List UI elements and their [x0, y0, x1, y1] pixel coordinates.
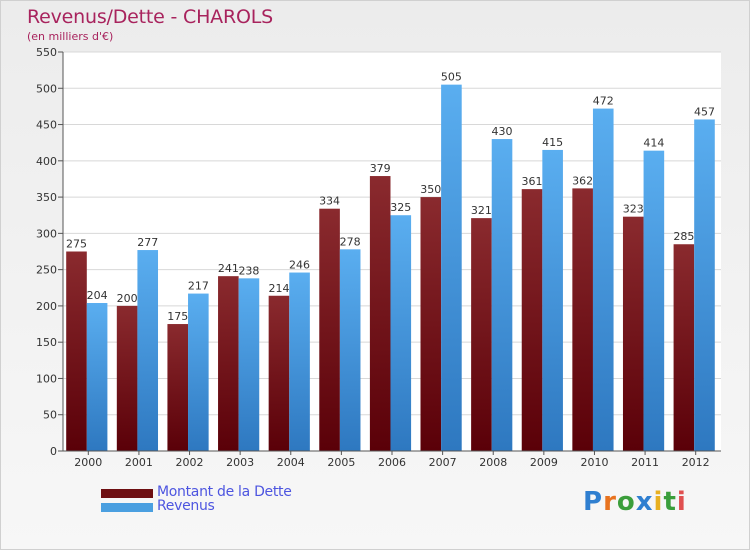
bars-group	[66, 84, 715, 452]
bar-dette	[420, 197, 442, 451]
x-tick-label: 2012	[682, 456, 710, 469]
x-tick-label: 2007	[429, 456, 457, 469]
data-label: 275	[66, 238, 87, 251]
bar-dette	[471, 218, 492, 451]
bar-dette	[622, 216, 644, 451]
y-tick-label: 450	[36, 119, 57, 132]
data-label: 200	[117, 292, 138, 305]
data-label: 238	[238, 264, 259, 277]
y-tick-label: 200	[36, 300, 57, 313]
bar-dette	[116, 305, 138, 451]
legend-label-dette: Montant de la Dette	[157, 484, 292, 500]
y-tick-label: 300	[36, 227, 57, 240]
chart-title: Revenus/Dette - CHAROLS	[27, 6, 273, 28]
bar-revenus	[542, 149, 563, 451]
bar-dette	[268, 295, 290, 451]
logo-letter: x	[635, 487, 654, 517]
bar-revenus	[694, 119, 715, 451]
x-tick-label: 2008	[479, 456, 507, 469]
bar-dette	[167, 324, 189, 451]
data-label: 379	[370, 162, 391, 175]
data-label: 457	[694, 105, 715, 118]
data-label: 350	[420, 183, 441, 196]
bar-revenus	[643, 150, 665, 452]
data-label: 246	[289, 259, 310, 272]
data-label: 214	[268, 282, 289, 295]
bar-revenus	[86, 303, 108, 451]
x-tick-label: 2000	[74, 456, 102, 469]
data-label: 325	[390, 201, 411, 214]
x-tick-label: 2005	[327, 456, 355, 469]
bar-dette	[66, 251, 87, 451]
data-label: 204	[87, 289, 108, 302]
bar-revenus	[289, 272, 310, 451]
bar-revenus	[339, 249, 361, 451]
bar-revenus	[592, 108, 614, 452]
y-tick-label: 150	[36, 336, 57, 349]
logo-letter: i	[653, 487, 664, 517]
x-tick-label: 2001	[125, 456, 153, 469]
x-tick-label: 2011	[631, 456, 659, 469]
x-tick-label: 2009	[530, 456, 558, 469]
bar-revenus	[491, 139, 513, 451]
data-label: 414	[643, 137, 664, 150]
logo-letter: r	[603, 487, 617, 517]
data-label: 217	[188, 280, 209, 293]
bar-revenus	[238, 278, 260, 451]
y-tick-label: 500	[36, 82, 57, 95]
legend-swatch-revenus	[101, 503, 153, 512]
bar-dette	[369, 176, 391, 451]
bar-revenus	[441, 84, 462, 452]
data-label: 362	[572, 174, 593, 187]
bar-dette	[521, 189, 543, 452]
data-label: 430	[492, 125, 513, 138]
logo-letter: i	[676, 487, 687, 517]
bar-dette	[218, 276, 239, 451]
y-tick-label: 100	[36, 372, 57, 385]
bar-revenus	[390, 215, 412, 451]
data-label: 241	[218, 262, 239, 275]
y-tick-label: 550	[36, 46, 57, 59]
chart-subtitle: (en milliers d'€)	[27, 30, 114, 43]
logo-letter: t	[663, 487, 677, 517]
y-tick-label: 400	[36, 155, 57, 168]
data-label: 472	[593, 95, 614, 108]
bar-revenus	[137, 250, 159, 451]
data-label: 278	[340, 235, 361, 248]
logo-letter: P	[583, 487, 604, 517]
bar-dette	[319, 208, 340, 451]
data-label: 323	[623, 203, 644, 216]
bar-dette	[572, 188, 593, 452]
data-label: 505	[441, 71, 462, 84]
data-label: 277	[137, 236, 158, 249]
data-label: 285	[673, 230, 694, 243]
legend-label-revenus: Revenus	[157, 498, 215, 514]
y-tick-label: 50	[43, 409, 57, 422]
x-tick-label: 2010	[580, 456, 608, 469]
x-tick-label: 2004	[277, 456, 305, 469]
y-tick-label: 350	[36, 191, 57, 204]
proxiti-logo: Proxiti	[583, 487, 687, 517]
y-tick-label: 250	[36, 264, 57, 277]
x-tick-label: 2002	[176, 456, 204, 469]
data-label: 361	[522, 175, 543, 188]
x-tick-label: 2003	[226, 456, 254, 469]
data-label: 321	[471, 204, 492, 217]
bar-dette	[673, 244, 695, 451]
x-tick-label: 2006	[378, 456, 406, 469]
data-label: 415	[542, 136, 563, 149]
legend-swatch-dette	[101, 489, 153, 498]
y-tick-label: 0	[50, 445, 57, 458]
logo-letter: o	[616, 487, 636, 517]
axes: 0 50 100 150 200 250 300 350 400 450 500 550 2000 200…	[36, 46, 721, 469]
data-label: 334	[319, 195, 340, 208]
bar-revenus	[188, 293, 209, 451]
data-label: 175	[167, 310, 188, 323]
